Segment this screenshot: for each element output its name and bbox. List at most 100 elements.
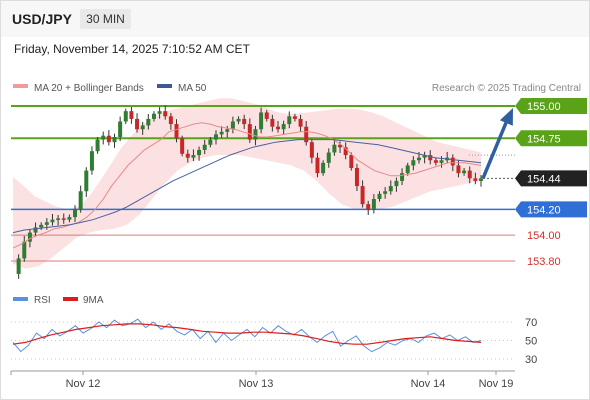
candle: [22, 235, 27, 262]
rsi-ma-legend-label: 9MA: [83, 295, 104, 306]
ma50-legend-label: MA 50: [178, 83, 207, 94]
rsi-legend-label: RSI: [34, 295, 51, 306]
candle: [433, 157, 438, 166]
candle: [360, 180, 365, 208]
candle: [230, 116, 235, 134]
candle: [456, 160, 461, 178]
candle: [281, 120, 286, 135]
candle: [321, 160, 326, 176]
candle: [89, 146, 94, 175]
candle: [95, 137, 100, 154]
candle: [354, 163, 359, 191]
price-label-box: [515, 130, 587, 147]
candle: [422, 151, 427, 164]
price-label-text: 155.00: [527, 101, 561, 113]
candle: [276, 120, 281, 133]
candle: [180, 135, 185, 157]
candle: [236, 116, 241, 125]
price-label-box: [515, 98, 587, 114]
candle: [343, 142, 348, 160]
candle: [61, 213, 66, 224]
candle: [405, 162, 410, 176]
candle: [338, 141, 343, 154]
candle: [467, 166, 472, 184]
credit-text: Research © 2025 Trading Central: [432, 83, 581, 94]
price-label-text: 154.20: [527, 204, 561, 216]
candle: [135, 113, 140, 133]
candle: [208, 137, 213, 148]
rsi-tick-50: 50: [525, 336, 537, 348]
candle: [473, 172, 478, 185]
candle: [129, 107, 134, 124]
candle: [388, 180, 393, 195]
candle: [185, 149, 190, 163]
price-label-text: 154.75: [527, 133, 561, 145]
candle: [174, 119, 179, 143]
price-label-154.75: 154.75: [515, 130, 587, 147]
candle: [112, 133, 117, 148]
candle: [309, 138, 314, 164]
bollinger-legend-swatch: [13, 84, 28, 88]
price-label-box: [515, 201, 587, 218]
candle: [479, 174, 483, 187]
candle: [39, 222, 44, 230]
candle: [242, 114, 247, 129]
candle: [400, 168, 405, 186]
candle: [163, 105, 168, 120]
price-label-text: 154.44: [527, 173, 561, 185]
rsi-legend-swatch: [13, 297, 28, 301]
rsi-ma-line: [12, 323, 482, 345]
rsi-line: [12, 318, 482, 353]
ma20-line: [12, 122, 482, 249]
candle: [287, 111, 292, 129]
timestamp: Friday, November 14, 2025 7:10:52 AM CET: [14, 42, 250, 56]
forecast-arrow: [481, 108, 513, 180]
candle: [371, 194, 376, 214]
candle: [101, 131, 106, 145]
candle: [151, 111, 156, 122]
header-bar: USD/JPY 30 MIN: [1, 1, 589, 37]
price-label-154.00: 154.00: [527, 230, 561, 242]
candle: [33, 222, 38, 237]
candle: [213, 130, 218, 145]
candle: [366, 200, 371, 216]
candle: [394, 177, 399, 192]
ma50-line: [12, 139, 482, 234]
candle: [259, 107, 264, 134]
candle: [146, 114, 151, 130]
bollinger-legend-label: MA 20 + Bollinger Bands: [34, 83, 144, 94]
x-tick-label: Nov 14: [411, 378, 446, 390]
candle: [191, 149, 196, 162]
candle: [298, 114, 303, 132]
candle: [411, 156, 416, 171]
x-tick-label: Nov 12: [66, 378, 101, 390]
candle: [264, 109, 269, 122]
candle: [56, 215, 61, 226]
bollinger-band-area: [13, 98, 481, 269]
price-label-text: 154.00: [527, 230, 561, 242]
price-label-153.80: 153.80: [527, 256, 561, 268]
candle: [326, 148, 331, 168]
candle: [219, 126, 224, 138]
candle: [123, 108, 128, 125]
candle: [304, 120, 309, 146]
candle: [247, 118, 252, 143]
candle: [78, 185, 83, 213]
price-label-155.00: 155.00: [515, 98, 587, 114]
candle: [349, 152, 354, 171]
candle: [292, 113, 297, 122]
candle: [197, 146, 202, 161]
candle: [118, 116, 123, 142]
candle: [16, 254, 21, 279]
candle: [157, 107, 162, 119]
price-label-154.44: 154.44: [515, 170, 587, 187]
rsi-tick-30: 30: [525, 354, 537, 366]
timeframe-button[interactable]: 30 MIN: [80, 9, 131, 29]
price-label-154.20: 154.20: [515, 201, 587, 218]
candle: [140, 122, 145, 135]
candle: [50, 213, 55, 226]
candle: [315, 152, 320, 178]
candle: [383, 187, 388, 199]
